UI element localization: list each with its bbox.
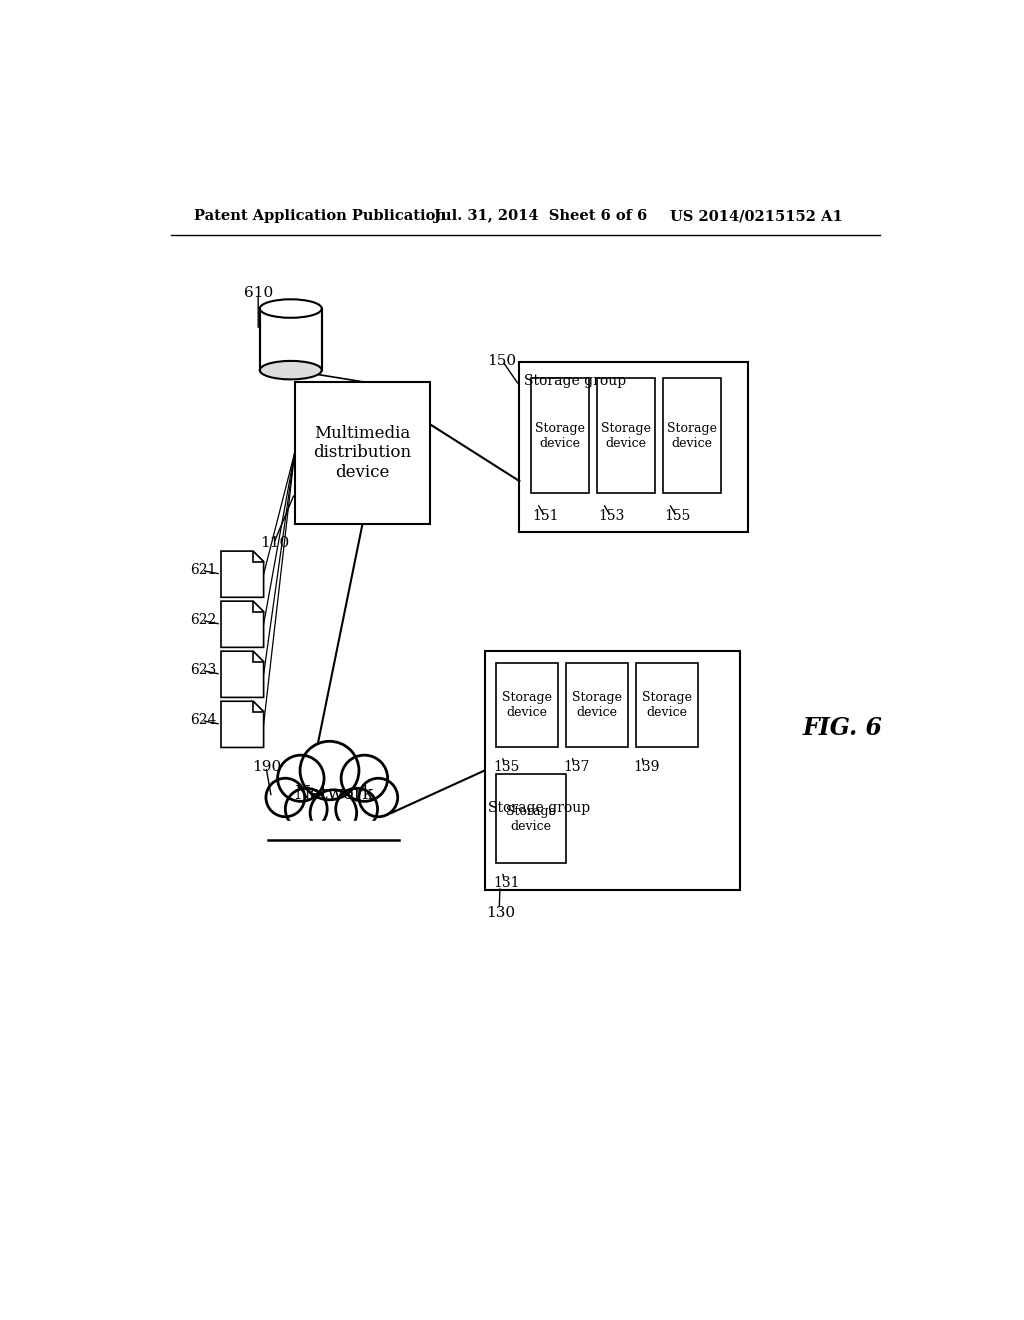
- Text: 110: 110: [260, 536, 289, 550]
- Text: 151: 151: [532, 510, 559, 524]
- Text: 139: 139: [633, 760, 659, 775]
- Text: 623: 623: [190, 664, 216, 677]
- Circle shape: [300, 742, 359, 800]
- Text: 153: 153: [598, 510, 625, 524]
- Bar: [260, 309, 322, 370]
- Text: Storage
device: Storage device: [571, 692, 622, 719]
- Circle shape: [278, 755, 324, 801]
- Polygon shape: [253, 651, 263, 663]
- Text: 150: 150: [486, 354, 516, 368]
- Polygon shape: [221, 701, 263, 747]
- Text: 624: 624: [190, 714, 216, 727]
- Text: FIG. 6: FIG. 6: [802, 717, 883, 741]
- Text: 155: 155: [665, 510, 690, 524]
- Text: 130: 130: [486, 906, 515, 920]
- Text: Storage
device: Storage device: [667, 421, 717, 450]
- Circle shape: [266, 779, 305, 817]
- Bar: [519, 363, 748, 532]
- Text: 622: 622: [190, 614, 216, 627]
- Text: Storage
device: Storage device: [601, 421, 651, 450]
- Bar: [496, 663, 558, 747]
- Polygon shape: [253, 552, 263, 562]
- Text: 135: 135: [494, 760, 520, 775]
- Bar: [496, 775, 566, 863]
- Text: Jul. 31, 2014  Sheet 6 of 6: Jul. 31, 2014 Sheet 6 of 6: [434, 209, 647, 223]
- Text: Storage
device: Storage device: [536, 421, 585, 450]
- Polygon shape: [221, 651, 263, 697]
- Circle shape: [359, 779, 397, 817]
- Polygon shape: [253, 601, 263, 612]
- Text: 131: 131: [494, 876, 520, 890]
- Polygon shape: [221, 601, 263, 647]
- Text: Patent Application Publication: Patent Application Publication: [194, 209, 445, 223]
- Circle shape: [286, 788, 328, 830]
- Ellipse shape: [260, 360, 322, 379]
- Polygon shape: [221, 552, 263, 598]
- Text: Multimedia
distribution
device: Multimedia distribution device: [313, 425, 412, 480]
- Circle shape: [341, 755, 388, 801]
- Ellipse shape: [260, 300, 322, 318]
- Text: Network: Network: [294, 784, 373, 803]
- Text: US 2014/0215152 A1: US 2014/0215152 A1: [671, 209, 843, 223]
- Circle shape: [310, 789, 356, 836]
- Bar: [263, 821, 403, 843]
- Text: Storage group: Storage group: [488, 801, 591, 816]
- Text: Storage
device: Storage device: [642, 692, 691, 719]
- Polygon shape: [253, 701, 263, 711]
- Bar: [484, 651, 740, 890]
- Text: 621: 621: [190, 564, 216, 577]
- Text: 190: 190: [252, 760, 282, 774]
- Bar: [663, 378, 721, 494]
- Bar: [636, 663, 697, 747]
- Text: 610: 610: [245, 286, 273, 300]
- Text: Storage
device: Storage device: [506, 805, 556, 833]
- Bar: [566, 663, 628, 747]
- Bar: [531, 378, 589, 494]
- Text: 137: 137: [563, 760, 590, 775]
- Circle shape: [336, 788, 378, 830]
- Text: Storage
device: Storage device: [502, 692, 552, 719]
- Bar: [597, 378, 655, 494]
- Bar: [295, 381, 430, 524]
- Text: Storage group: Storage group: [524, 374, 626, 388]
